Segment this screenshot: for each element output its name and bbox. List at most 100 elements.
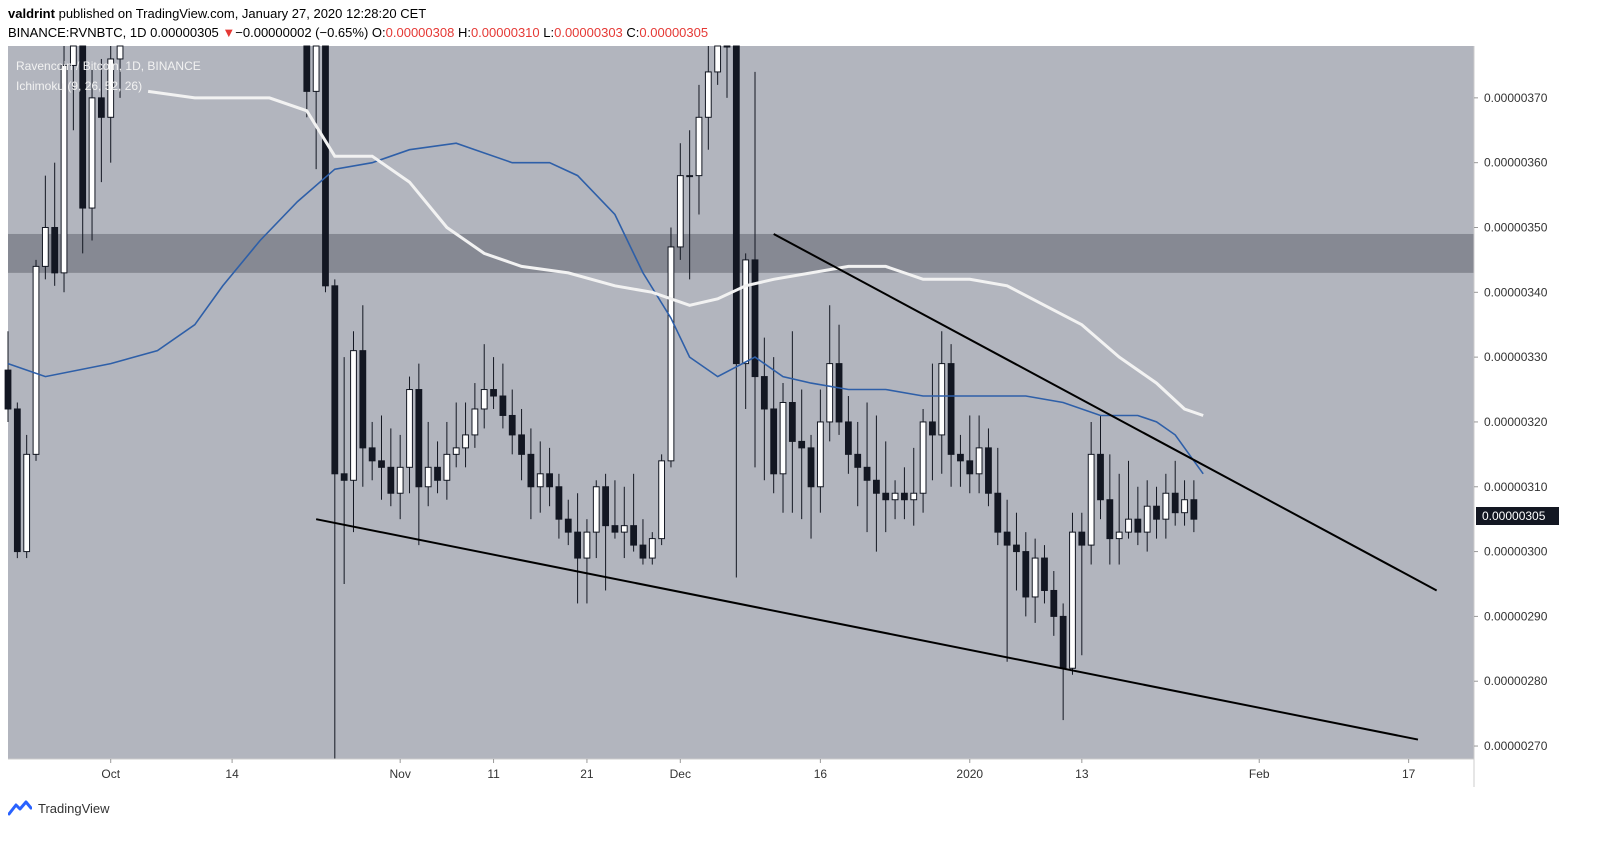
candles-layer [4, 45, 1198, 759]
y-tick-label: 0.00000320 [1484, 415, 1548, 429]
kijun-line [147, 89, 1204, 417]
candle-down [1134, 518, 1142, 533]
candle-up [1181, 499, 1188, 514]
symbol-label: BINANCE:RVNBTC, 1D [8, 25, 147, 40]
candle-up [1115, 531, 1123, 540]
candle-down [732, 45, 740, 365]
candle-up [826, 363, 834, 423]
candle-down [957, 453, 964, 462]
candle-up [107, 58, 115, 118]
candle-down [985, 447, 992, 494]
candle-up [938, 363, 946, 436]
candle-up [891, 492, 899, 501]
candle-up [32, 265, 40, 455]
candle-down [359, 350, 367, 449]
candle-down [639, 544, 647, 559]
candle-up [88, 97, 96, 209]
x-tick-label: Dec [670, 767, 691, 781]
candle-down [947, 363, 955, 455]
tradingview-footer[interactable]: TradingView [8, 800, 110, 816]
x-tick-label: 2020 [956, 767, 983, 781]
candle-down [1022, 551, 1030, 598]
plot-area[interactable] [8, 46, 1474, 759]
trendline-upper [773, 233, 1438, 592]
candle-up [41, 226, 49, 267]
candle-up [686, 175, 694, 178]
candle-up [424, 466, 432, 488]
candle-down [79, 45, 87, 209]
candle-up [910, 492, 918, 501]
low-value: 0.00000303 [554, 25, 623, 40]
candle-down [798, 440, 806, 449]
candle-up [406, 389, 413, 468]
candle-down [508, 414, 516, 436]
candle-down [527, 453, 535, 488]
candle-up [536, 473, 544, 488]
candle-down [340, 473, 348, 481]
candle-up [60, 64, 68, 274]
legend-indicator: Ichimoku (9, 26, 52, 26) [16, 79, 142, 93]
close-value: 0.00000305 [639, 25, 709, 40]
candle-down [929, 421, 936, 436]
candle-down [630, 525, 638, 546]
candle-up [919, 421, 927, 494]
price-change: −0.00000002 (−0.65%) [235, 25, 369, 40]
y-tick-label: 0.00000340 [1484, 285, 1548, 299]
candle-down [1078, 531, 1086, 546]
candle-down [770, 408, 778, 475]
candle-down [303, 45, 311, 92]
current-price-box [1476, 507, 1559, 525]
candle-down [1106, 499, 1114, 540]
tradingview-brand: TradingView [38, 800, 110, 816]
x-tick-label: 11 [487, 767, 500, 781]
trendline-lower [315, 518, 1419, 741]
y-tick-label: 0.00000280 [1484, 674, 1548, 688]
candle-up [1125, 518, 1132, 533]
tenkan-line [7, 142, 1204, 475]
candle-up [779, 402, 787, 475]
ohlc-bar: BINANCE:RVNBTC, 1D 0.00000305 ▼−0.000000… [8, 25, 708, 40]
candle-up [23, 453, 31, 553]
candle-down [873, 479, 880, 494]
candle-down [844, 421, 852, 455]
candle-up [658, 460, 666, 540]
candle-up [396, 466, 404, 494]
candle-down [1153, 505, 1160, 520]
x-tick-label: 13 [1075, 767, 1089, 781]
candle-down [574, 531, 581, 559]
x-tick-label: 14 [225, 767, 239, 781]
x-tick-label: Oct [101, 767, 120, 781]
low-label: L: [543, 25, 555, 40]
candle-up [1162, 492, 1170, 520]
candle-down [1190, 499, 1198, 520]
candle-down [415, 389, 423, 488]
high-label: H: [457, 25, 471, 40]
candle-down [863, 466, 871, 481]
candle-down [1041, 557, 1048, 591]
candle-down [1003, 531, 1011, 546]
candle-up [648, 538, 656, 559]
candle-down [51, 226, 59, 274]
y-axis-area[interactable] [1474, 46, 1597, 787]
y-tick-label: 0.00000310 [1484, 480, 1548, 494]
x-tick-label: Feb [1249, 767, 1270, 781]
y-axis-ticks: 0.00000370 0.00000360 0.00000350 0.00000340… [1474, 91, 1548, 753]
candle-up [1087, 453, 1095, 546]
candle-down [994, 492, 1002, 533]
x-axis-area[interactable] [8, 759, 1474, 787]
candle-down [1171, 492, 1179, 514]
published-text: published on TradingView.com, January 27… [58, 6, 427, 21]
candle-down [546, 473, 553, 488]
y-tick-label: 0.00000300 [1484, 545, 1548, 559]
candle-up [583, 531, 591, 559]
candle-up [816, 421, 824, 488]
x-tick-label: 17 [1402, 767, 1416, 781]
current-price-label: 0.00000305 [1482, 509, 1546, 523]
y-tick-label: 0.00000270 [1484, 739, 1548, 753]
candle-down [1059, 615, 1067, 669]
current-price-tag: 0.00000305 [1476, 507, 1559, 525]
candle-down [322, 45, 329, 287]
candle-up [592, 486, 600, 533]
candle-up [704, 71, 712, 118]
